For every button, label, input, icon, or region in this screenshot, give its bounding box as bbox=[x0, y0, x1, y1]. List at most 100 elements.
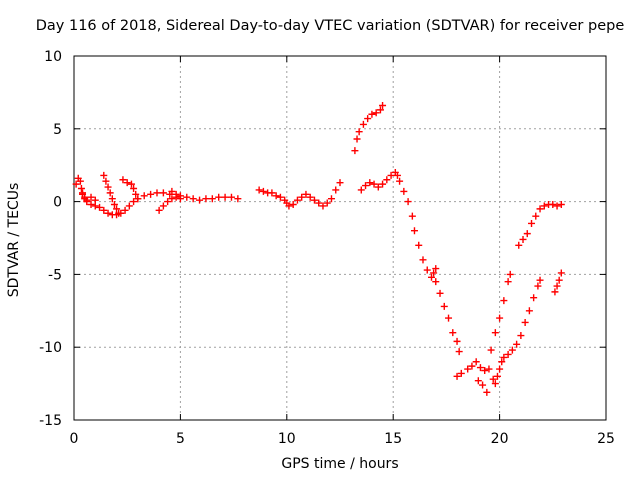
data-point bbox=[155, 206, 163, 214]
data-point bbox=[557, 269, 565, 277]
data-point bbox=[355, 128, 363, 136]
data-point bbox=[100, 171, 108, 179]
data-point bbox=[540, 202, 548, 210]
data-point bbox=[383, 176, 391, 184]
data-point bbox=[293, 196, 301, 204]
data-point bbox=[202, 195, 210, 203]
data-point bbox=[362, 182, 370, 190]
data-point bbox=[332, 186, 340, 194]
data-point bbox=[370, 180, 378, 188]
data-point bbox=[496, 314, 504, 322]
data-point bbox=[76, 177, 84, 185]
data-point bbox=[368, 110, 376, 118]
data-point bbox=[528, 219, 536, 227]
x-tick-label: 0 bbox=[70, 431, 79, 447]
y-tick-label: 10 bbox=[44, 49, 62, 65]
data-point bbox=[404, 198, 412, 206]
data-point bbox=[415, 241, 423, 249]
data-point bbox=[515, 241, 523, 249]
data-point bbox=[102, 177, 110, 185]
data-point bbox=[445, 314, 453, 322]
data-point bbox=[104, 209, 112, 217]
data-point bbox=[310, 196, 318, 204]
data-point bbox=[379, 180, 387, 188]
data-point bbox=[323, 199, 331, 207]
data-point bbox=[123, 179, 131, 187]
data-point bbox=[189, 195, 197, 203]
data-point bbox=[500, 353, 508, 361]
data-point bbox=[508, 346, 516, 354]
data-point bbox=[96, 203, 104, 211]
x-axis-label: GPS time / hours bbox=[281, 456, 399, 472]
data-point bbox=[430, 269, 438, 277]
data-point bbox=[83, 196, 91, 204]
data-point bbox=[481, 366, 489, 374]
data-point bbox=[532, 212, 540, 220]
data-point bbox=[336, 179, 344, 187]
data-point bbox=[298, 193, 306, 201]
data-point bbox=[147, 190, 155, 198]
data-point bbox=[400, 187, 408, 195]
data-point bbox=[121, 206, 129, 214]
data-point bbox=[327, 195, 335, 203]
data-point bbox=[215, 193, 223, 201]
data-point bbox=[153, 189, 161, 197]
data-point bbox=[72, 180, 80, 188]
x-tick-label: 10 bbox=[278, 431, 296, 447]
data-point bbox=[536, 205, 544, 213]
data-point bbox=[113, 205, 121, 213]
data-point bbox=[159, 202, 167, 210]
data-point bbox=[551, 288, 559, 296]
data-point bbox=[517, 332, 525, 340]
data-point bbox=[549, 201, 557, 209]
data-point bbox=[521, 318, 529, 326]
y-tick-label: -5 bbox=[48, 267, 62, 283]
data-point bbox=[419, 256, 427, 264]
data-point bbox=[125, 202, 133, 210]
data-point bbox=[472, 358, 480, 366]
x-tick-label: 25 bbox=[597, 431, 615, 447]
data-point bbox=[289, 201, 297, 209]
data-point bbox=[168, 195, 176, 203]
data-point bbox=[491, 380, 499, 388]
data-point bbox=[319, 202, 327, 210]
data-point bbox=[302, 190, 310, 198]
data-point bbox=[134, 195, 142, 203]
data-point bbox=[376, 106, 384, 114]
data-point bbox=[468, 362, 476, 370]
y-tick-label: 5 bbox=[53, 122, 62, 138]
data-point bbox=[555, 276, 563, 284]
data-point bbox=[440, 302, 448, 310]
plot-border bbox=[73, 55, 607, 421]
data-point bbox=[115, 209, 123, 217]
data-point bbox=[172, 190, 180, 198]
data-point bbox=[79, 189, 87, 197]
data-point bbox=[432, 265, 440, 273]
data-point bbox=[453, 372, 461, 380]
data-point bbox=[396, 177, 404, 185]
data-point bbox=[479, 381, 487, 389]
data-point bbox=[553, 282, 561, 290]
data-point bbox=[491, 329, 499, 337]
data-point bbox=[276, 193, 284, 201]
data-point bbox=[487, 346, 495, 354]
data-point bbox=[364, 115, 372, 123]
data-point bbox=[164, 198, 172, 206]
data-point bbox=[506, 270, 514, 278]
data-point bbox=[536, 276, 544, 284]
data-point bbox=[557, 201, 565, 209]
data-point bbox=[176, 192, 184, 200]
data-point bbox=[457, 369, 465, 377]
data-point bbox=[108, 195, 116, 203]
data-point bbox=[428, 273, 436, 281]
data-point bbox=[432, 278, 440, 286]
data-point bbox=[315, 199, 323, 207]
y-tick-label: -10 bbox=[39, 340, 62, 356]
data-point bbox=[234, 195, 242, 203]
data-point bbox=[453, 337, 461, 345]
data-point bbox=[372, 109, 380, 117]
data-point bbox=[351, 147, 359, 155]
data-point bbox=[168, 187, 176, 195]
data-point bbox=[485, 365, 493, 373]
